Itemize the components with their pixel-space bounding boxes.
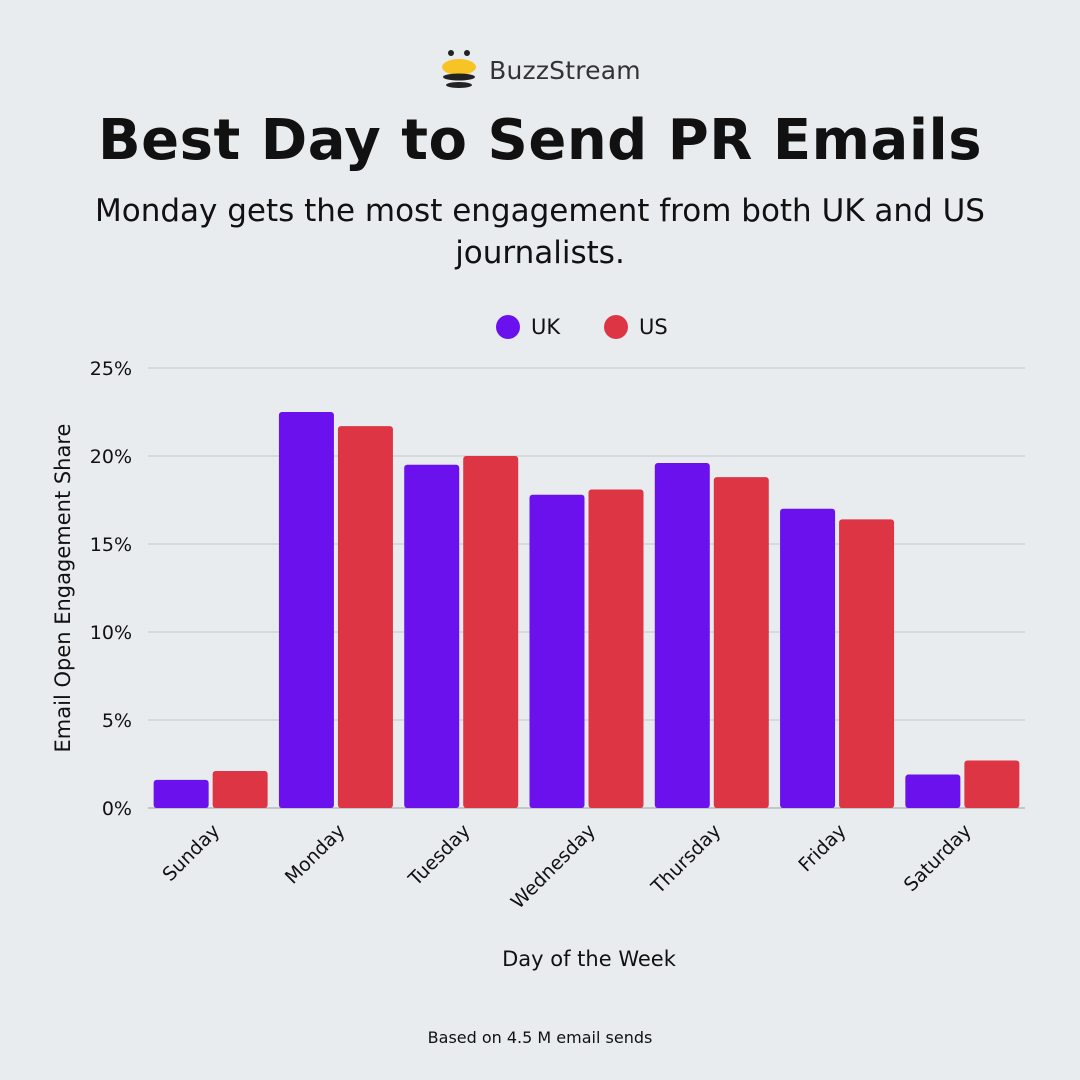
brand-name: BuzzStream [489, 55, 641, 85]
bar-uk-friday [780, 508, 836, 808]
bar-chart: 0% 5% 10% 15% 20% 25% Sunday Monday Tuesday Wedne… [51, 315, 1025, 971]
brand-header: BuzzStream [0, 48, 1080, 92]
bar-us-saturday [964, 760, 1020, 808]
footnote: Based on 4.5 M email sends [427, 1028, 653, 1047]
y-tick-label: 5% [102, 710, 132, 732]
y-tick-label: 15% [90, 534, 132, 556]
legend-marker-uk [496, 315, 520, 339]
page-title: Best Day to Send PR Emails [97, 108, 983, 173]
bar-uk-wednesday [529, 494, 585, 808]
bar-uk-sunday [153, 779, 209, 808]
legend-marker-us [604, 315, 628, 339]
bar-us-wednesday [588, 489, 644, 808]
x-tick-label: Wednesday [507, 820, 600, 913]
x-tick-label: Tuesday [404, 820, 475, 891]
legend-label-us: US [639, 315, 668, 339]
bar-us-tuesday [463, 456, 519, 808]
y-tick-label: 25% [90, 358, 132, 380]
bar-us-sunday [212, 771, 268, 808]
y-tick-label: 20% [90, 446, 132, 468]
legend-label-uk: UK [531, 315, 561, 339]
x-tick-label: Saturday [900, 820, 976, 896]
x-axis-label: Day of the Week [502, 947, 677, 971]
x-tick-label: Friday [794, 820, 850, 876]
page-subtitle: Monday gets the most engagement from bot… [95, 193, 985, 271]
x-tick-label: Sunday [158, 820, 224, 886]
y-axis-label: Email Open Engagement Share [51, 424, 75, 753]
bar-uk-thursday [654, 463, 710, 808]
y-tick-label: 0% [102, 798, 132, 820]
bar-us-monday [337, 426, 393, 808]
x-tick-label: Thursday [647, 820, 726, 899]
bar-uk-tuesday [404, 464, 460, 808]
x-tick-label: Monday [281, 820, 350, 889]
y-tick-label: 10% [90, 622, 132, 644]
bar-us-thursday [713, 477, 769, 808]
bar-us-friday [839, 519, 895, 808]
bar-uk-saturday [905, 774, 961, 808]
bee-icon [442, 50, 477, 88]
bar-uk-monday [278, 412, 334, 808]
